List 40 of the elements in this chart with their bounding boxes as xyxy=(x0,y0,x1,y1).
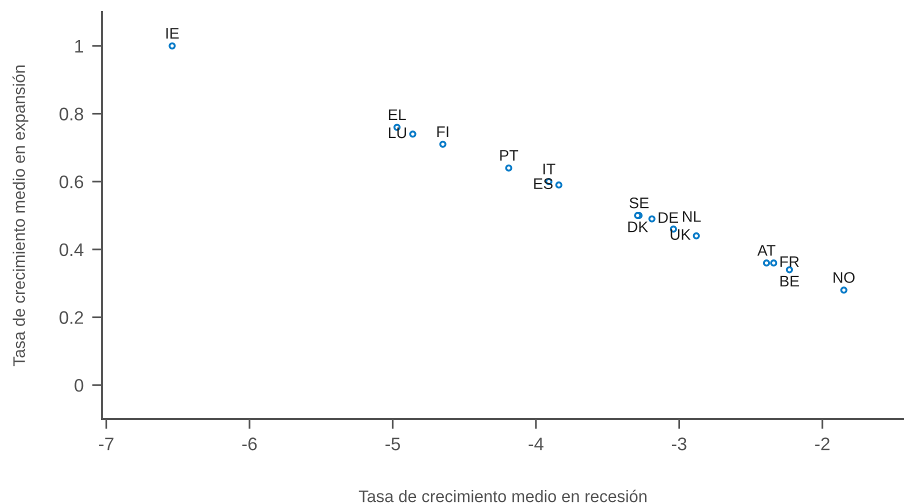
point xyxy=(555,181,562,189)
x-axis-title: Tasa de crecimiento medio en recesión xyxy=(358,490,646,502)
point xyxy=(762,259,770,267)
x-tick-label: -5 xyxy=(386,438,400,450)
point xyxy=(770,259,778,267)
annotation: BE xyxy=(780,276,799,286)
y-axis-title: Tasa de crecimiento medio en expansión xyxy=(12,66,28,366)
annotation: EL xyxy=(388,109,406,120)
annotation: NO xyxy=(834,272,855,283)
point xyxy=(840,286,848,294)
y-tick-label: 0.6 xyxy=(60,176,84,188)
annotation: DE xyxy=(658,212,678,223)
annotation: UK xyxy=(670,229,691,240)
y-tick-label: 0.2 xyxy=(60,311,84,324)
annotation: PT xyxy=(500,150,518,161)
point xyxy=(505,164,512,172)
y-tick-label: 0.4 xyxy=(60,243,84,256)
point xyxy=(439,140,446,148)
point xyxy=(648,215,656,222)
x-tick-label: -6 xyxy=(242,438,257,450)
annotation: FR xyxy=(780,256,799,267)
y-tick-label: 1 xyxy=(75,40,84,52)
annotation: AT xyxy=(757,245,776,256)
point xyxy=(409,130,416,138)
annotation: IT xyxy=(543,164,556,174)
annotation: SE xyxy=(630,197,649,208)
x-tick-label: -7 xyxy=(99,438,114,450)
annotation: NL xyxy=(683,211,701,222)
x-tick-label: -3 xyxy=(672,438,686,450)
y-tick-label: 0.8 xyxy=(60,108,84,120)
annotation: LU xyxy=(388,128,406,138)
point xyxy=(168,42,176,50)
annotation: IE xyxy=(166,28,179,39)
annotation: FI xyxy=(437,126,448,137)
annotation: DK xyxy=(628,222,648,232)
point xyxy=(692,232,700,240)
x-tick-label: -4 xyxy=(528,438,544,450)
annotation: ES xyxy=(534,178,553,190)
x-tick-label: -2 xyxy=(815,438,830,450)
y-tick-label: 0 xyxy=(74,379,84,392)
